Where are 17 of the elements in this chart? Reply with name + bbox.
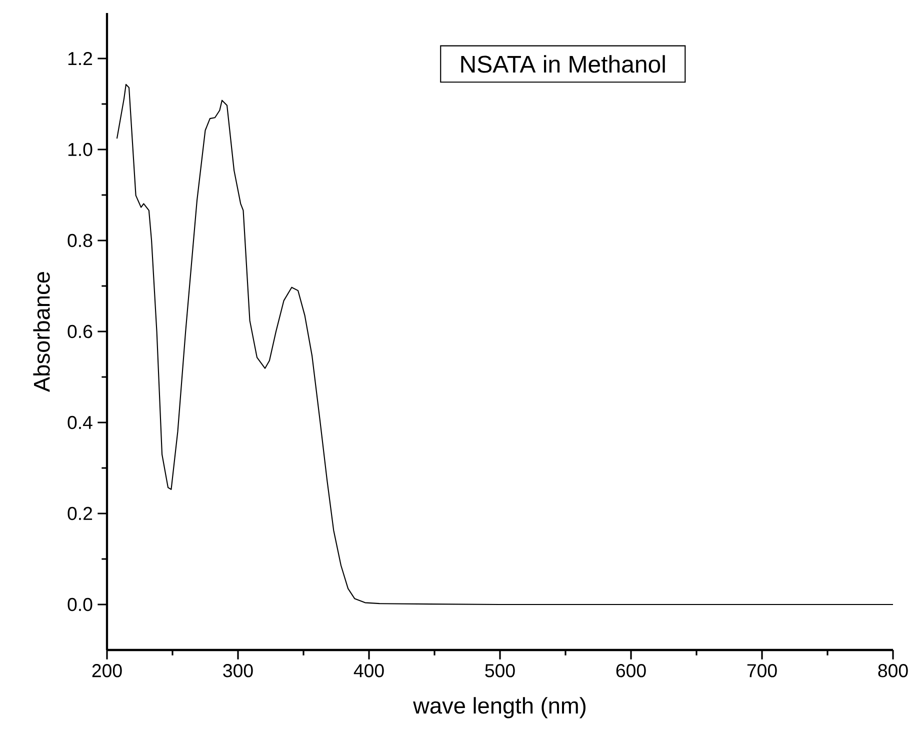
y-tick-label: 1.0 [68, 142, 92, 156]
x-tick-label: 700 [747, 664, 777, 678]
y-tick-label: 0.0 [68, 598, 92, 612]
y-tick-label: 0.8 [68, 234, 92, 248]
x-tick-label: 200 [92, 664, 122, 678]
y-tick-label: 0.6 [68, 324, 92, 338]
text: NSATA in Methanol [461, 55, 665, 73]
y-tick-label: 0.2 [68, 506, 92, 520]
y-axis-title: Absorbance [33, 272, 50, 392]
x-tick-label: 500 [485, 664, 515, 678]
x-tick-label: 300 [223, 664, 253, 678]
x-tick-label: 600 [616, 664, 646, 678]
x-tick-label: 800 [878, 664, 908, 678]
x-tick-label: 400 [354, 664, 384, 678]
y-tick-label: 0.4 [68, 416, 92, 430]
x-axis-title: wave length (nm) [413, 697, 586, 718]
y-tick-label: 1.2 [68, 52, 92, 66]
